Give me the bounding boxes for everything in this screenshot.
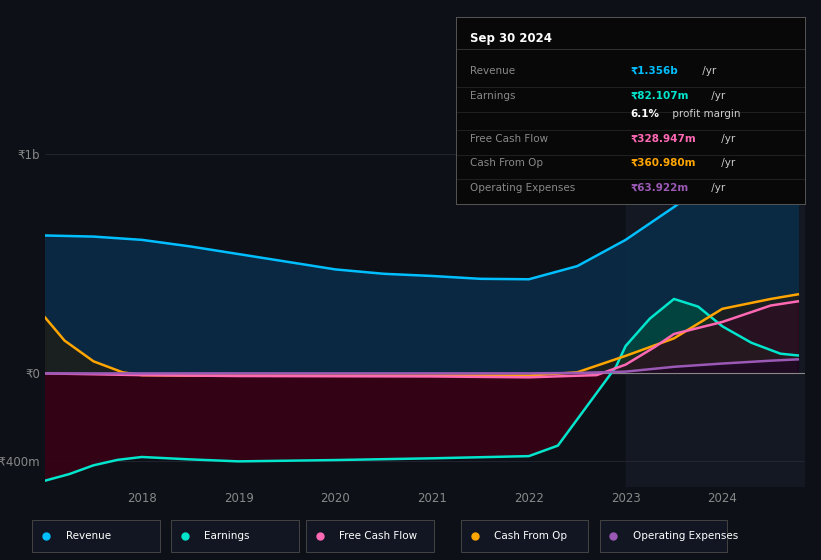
Text: profit margin: profit margin xyxy=(669,109,741,119)
Text: Earnings: Earnings xyxy=(204,531,250,541)
Text: Sep 30 2024: Sep 30 2024 xyxy=(470,32,552,45)
Text: Earnings: Earnings xyxy=(470,91,515,101)
Text: ₹360.980m: ₹360.980m xyxy=(631,158,695,168)
FancyBboxPatch shape xyxy=(306,520,433,552)
Text: /yr: /yr xyxy=(718,134,736,144)
Text: Free Cash Flow: Free Cash Flow xyxy=(340,531,418,541)
Text: Revenue: Revenue xyxy=(66,531,111,541)
Text: /yr: /yr xyxy=(709,183,726,193)
FancyBboxPatch shape xyxy=(461,520,588,552)
Text: Cash From Op: Cash From Op xyxy=(494,531,566,541)
Text: Cash From Op: Cash From Op xyxy=(470,158,543,168)
Text: Operating Expenses: Operating Expenses xyxy=(633,531,738,541)
Text: Revenue: Revenue xyxy=(470,66,515,76)
FancyBboxPatch shape xyxy=(32,520,160,552)
Text: Operating Expenses: Operating Expenses xyxy=(470,183,575,193)
Text: ₹82.107m: ₹82.107m xyxy=(631,91,689,101)
FancyBboxPatch shape xyxy=(599,520,727,552)
Text: ₹63.922m: ₹63.922m xyxy=(631,183,688,193)
Text: Free Cash Flow: Free Cash Flow xyxy=(470,134,548,144)
FancyBboxPatch shape xyxy=(172,520,299,552)
Text: /yr: /yr xyxy=(718,158,736,168)
Bar xyxy=(626,56,805,487)
Text: /yr: /yr xyxy=(709,91,726,101)
Text: /yr: /yr xyxy=(699,66,716,76)
Text: ₹328.947m: ₹328.947m xyxy=(631,134,696,144)
Text: ₹1.356b: ₹1.356b xyxy=(631,66,678,76)
Text: 6.1%: 6.1% xyxy=(631,109,659,119)
